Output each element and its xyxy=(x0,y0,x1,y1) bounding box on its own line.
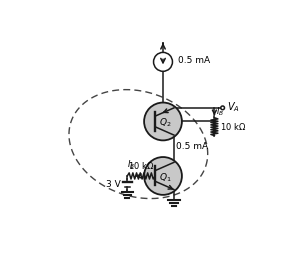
Circle shape xyxy=(144,157,182,195)
Text: 10 k$\Omega$: 10 k$\Omega$ xyxy=(128,160,154,171)
Circle shape xyxy=(154,52,173,71)
Text: $I_B$: $I_B$ xyxy=(216,105,224,118)
Text: 10 k$\Omega$: 10 k$\Omega$ xyxy=(220,121,246,132)
Text: $I_B$: $I_B$ xyxy=(127,159,136,171)
Text: $Q_1$: $Q_1$ xyxy=(159,171,171,184)
Circle shape xyxy=(144,103,182,140)
Text: 0.5 mA: 0.5 mA xyxy=(178,56,210,65)
Text: $V_A$: $V_A$ xyxy=(227,100,240,114)
Circle shape xyxy=(221,106,224,110)
Text: 0.5 mA: 0.5 mA xyxy=(176,142,209,151)
Text: 3 V: 3 V xyxy=(106,180,121,189)
Text: $Q_2$: $Q_2$ xyxy=(159,117,171,129)
